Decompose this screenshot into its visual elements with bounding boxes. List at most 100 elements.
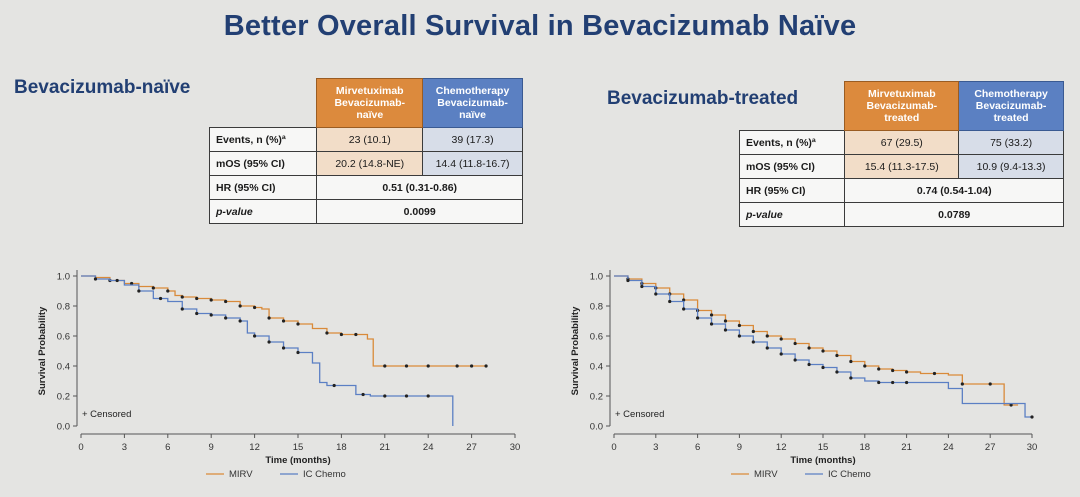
- censor-mark-ic-chemo: [180, 307, 184, 311]
- censor-mark-mirv: [737, 323, 741, 328]
- stats-table-treated: Mirvetuximab Bevacizumab- treated Chemot…: [738, 81, 1064, 227]
- censor-mark-ic-chemo: [779, 352, 783, 356]
- censor-mark-mirv: [354, 332, 358, 337]
- censor-mark-mirv: [404, 364, 409, 368]
- censor-mark-mirv: [807, 346, 811, 350]
- y-tick-label: 0.0: [57, 422, 70, 433]
- censor-mark-ic-chemo: [835, 370, 839, 374]
- censor-mark-mirv: [166, 289, 170, 293]
- censor-mark-mirv: [849, 359, 853, 364]
- censor-mark-ic-chemo: [209, 313, 213, 317]
- x-tick-label: 3: [653, 442, 658, 453]
- censor-mark-mirv: [682, 298, 686, 302]
- y-tick-label: 0.8: [590, 302, 603, 313]
- censor-mark-ic-chemo: [296, 350, 300, 355]
- censor-mark-ic-chemo: [361, 392, 365, 397]
- y-tick-label: 0.0: [590, 422, 603, 433]
- censor-mark-mirv: [130, 281, 134, 286]
- censor-mark-ic-chemo: [383, 394, 387, 398]
- censor-mark-ic-chemo: [238, 319, 242, 323]
- censor-mark-mirv: [195, 296, 199, 301]
- section-title-naive: Bevacizumab-naïve: [14, 77, 191, 98]
- censor-mark-mirv: [253, 305, 257, 310]
- x-tick-label: 27: [985, 442, 996, 453]
- censor-mark-mirv: [224, 299, 228, 304]
- censor-mark-ic-chemo: [668, 299, 672, 304]
- censor-mark-mirv: [339, 332, 343, 337]
- km-chart-naive: 0.0 0.2 0.4 0.6 0.8 1.0 0 3 6 9 12 15 18 21 24 27 30 Time…: [37, 270, 521, 480]
- x-tick-label: 30: [1027, 442, 1038, 453]
- censor-mark-mirv: [180, 295, 184, 299]
- y-axis-label: Survival Probability: [37, 306, 48, 395]
- censor-mark-ic-chemo: [793, 358, 797, 362]
- censor-mark-ic-chemo: [1030, 415, 1034, 419]
- x-axis-label: Time (months): [265, 455, 330, 466]
- censor-mark-mirv: [723, 319, 728, 323]
- y-tick-label: 0.4: [57, 362, 70, 373]
- censor-mark-ic-chemo: [115, 278, 119, 283]
- censor-mark-ic-chemo: [807, 362, 811, 367]
- censor-mark-mirv: [905, 370, 909, 374]
- censor-mark-ic-chemo: [891, 380, 895, 385]
- page-title: Better Overall Survival in Bevacizumab N…: [223, 10, 857, 42]
- y-tick-label: 0.8: [57, 302, 70, 313]
- table-row: Events, n (%)ª 67 (29.5) 75 (33.2): [738, 130, 1064, 155]
- censor-mark-mirv: [209, 298, 213, 302]
- censor-mark-mirv: [960, 382, 964, 386]
- series-line-mirv: [614, 275, 1019, 406]
- censor-mark-ic-chemo: [404, 394, 409, 398]
- censored-note: + Censored: [615, 409, 664, 420]
- x-tick-label: 0: [611, 442, 616, 453]
- x-tick-label: 24: [423, 442, 434, 453]
- censor-mark-mirv: [484, 364, 488, 368]
- censor-mark-ic-chemo: [737, 334, 741, 338]
- censor-mark-mirv: [821, 349, 825, 353]
- censor-mark-mirv: [751, 329, 755, 334]
- legend-label-mirv: MIRV: [754, 469, 778, 480]
- censor-mark-mirv: [793, 341, 797, 346]
- km-chart-treated: 0.0 0.2 0.4 0.6 0.8 1.0 0 3 6 9 12 15 18 21 24 27 30 Time…: [570, 270, 1038, 480]
- censor-mark-ic-chemo: [224, 316, 228, 320]
- x-tick-label: 6: [165, 442, 170, 453]
- censor-mark-mirv: [238, 304, 242, 308]
- legend-label-mirv: MIRV: [229, 469, 253, 480]
- censor-mark-mirv: [877, 367, 881, 371]
- censor-mark-ic-chemo: [267, 340, 271, 344]
- censor-mark-ic-chemo: [426, 394, 430, 398]
- x-tick-label: 0: [78, 442, 83, 453]
- censor-mark-ic-chemo: [682, 307, 686, 311]
- censor-mark-mirv: [383, 364, 387, 368]
- series-line-ic-chemo: [614, 275, 1032, 418]
- x-tick-label: 9: [209, 442, 214, 453]
- y-axis-label: Survival Probability: [570, 306, 581, 395]
- censored-note: + Censored: [82, 409, 131, 420]
- censor-mark-ic-chemo: [281, 346, 286, 350]
- x-tick-label: 18: [860, 442, 871, 453]
- table-row: HR (95% CI) 0.74 (0.54-1.04): [738, 178, 1064, 203]
- table-row: Events, n (%)ª 23 (10.1) 39 (17.3): [208, 127, 523, 152]
- censor-mark-ic-chemo: [905, 380, 909, 385]
- x-tick-label: 18: [336, 442, 347, 453]
- x-tick-label: 21: [380, 442, 391, 453]
- censor-mark-mirv: [779, 337, 783, 341]
- x-tick-label: 12: [249, 442, 260, 453]
- censor-mark-mirv: [765, 334, 769, 338]
- legend-label-ic-chemo: IC Chemo: [303, 469, 346, 480]
- x-tick-label: 12: [776, 442, 787, 453]
- censor-mark-mirv: [863, 364, 867, 368]
- censor-mark-ic-chemo: [723, 328, 728, 332]
- x-tick-label: 9: [737, 442, 742, 453]
- x-tick-label: 30: [510, 442, 521, 453]
- censor-mark-ic-chemo: [751, 340, 755, 344]
- x-tick-label: 6: [695, 442, 700, 453]
- y-tick-label: 1.0: [590, 272, 603, 283]
- table-row: p-value 0.0099: [208, 199, 523, 224]
- censor-mark-mirv: [1009, 403, 1013, 407]
- x-tick-label: 3: [122, 442, 127, 453]
- censor-mark-ic-chemo: [654, 292, 658, 296]
- header-chemo: Chemotherapy Bevacizumab- treated: [958, 81, 1064, 131]
- censor-mark-mirv: [835, 353, 839, 358]
- x-tick-label: 21: [901, 442, 912, 453]
- series-line-ic-chemo: [81, 275, 454, 426]
- legend-label-ic-chemo: IC Chemo: [828, 469, 871, 480]
